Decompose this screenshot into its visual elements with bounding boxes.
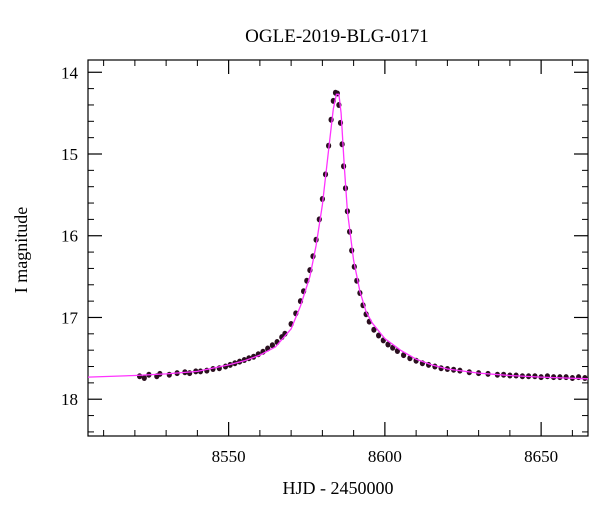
model-curve (88, 93, 588, 380)
data-point (563, 374, 569, 381)
data-point (376, 332, 382, 339)
y-tick-labels: 14 15 16 17 18 (61, 63, 79, 409)
major-ticks (88, 60, 588, 436)
data-points (137, 89, 588, 381)
x-tick-label: 8550 (212, 447, 246, 466)
data-point (137, 373, 143, 380)
data-point (576, 374, 582, 381)
chart-title: OGLE-2019-BLG-0171 (245, 26, 429, 47)
data-point (166, 371, 172, 378)
y-tick-label: 14 (61, 63, 79, 82)
x-tick-labels: 8550 8600 8650 (212, 447, 559, 466)
x-axis-label: HJD - 2450000 (283, 478, 394, 498)
x-tick-label: 8600 (368, 447, 402, 466)
plot-frame (87, 59, 589, 437)
data-point (557, 374, 563, 381)
y-tick-label: 18 (61, 390, 78, 409)
y-axis-label: I magnitude (11, 207, 31, 293)
data-point (269, 342, 275, 349)
data-point (141, 375, 147, 381)
minor-ticks (88, 60, 588, 436)
y-tick-label: 17 (61, 308, 79, 327)
data-point (582, 375, 588, 381)
data-point (339, 141, 345, 148)
y-tick-label: 16 (61, 227, 78, 246)
data-point (401, 352, 407, 359)
data-point (187, 370, 193, 377)
y-tick-label: 15 (61, 145, 78, 164)
data-point (371, 326, 377, 333)
data-point (363, 311, 369, 318)
data-point (544, 373, 551, 380)
data-point (385, 341, 391, 348)
x-tick-label: 8650 (524, 447, 558, 466)
